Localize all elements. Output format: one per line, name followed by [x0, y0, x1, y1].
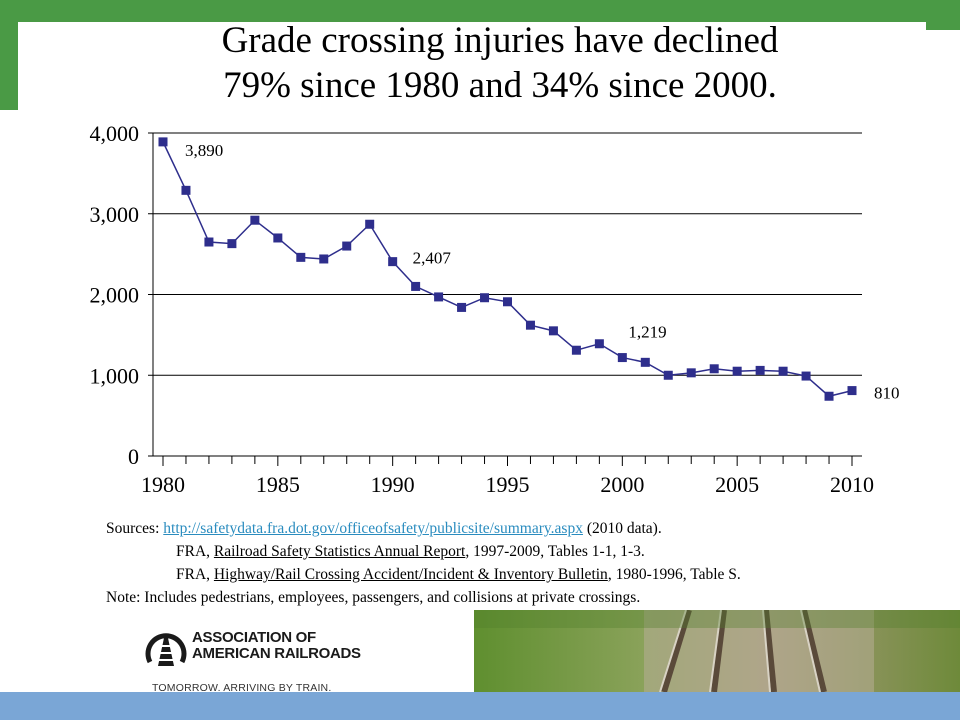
x-tick-label: 1980 — [141, 472, 185, 497]
data-point — [158, 137, 168, 147]
data-point — [411, 281, 421, 291]
sources-block: Sources: http://safetydata.fra.dot.gov/o… — [106, 517, 946, 609]
left-accent-strip — [0, 22, 18, 110]
sources-label: Sources: — [106, 520, 160, 537]
sources-line-1: Sources: http://safetydata.fra.dot.gov/o… — [106, 517, 946, 540]
data-point — [709, 364, 719, 374]
sources-line-2: FRA, Railroad Safety Statistics Annual R… — [106, 540, 946, 563]
y-tick-label: 1,000 — [90, 363, 140, 388]
report-title: Railroad Safety Statistics Annual Report — [213, 543, 466, 560]
data-point — [847, 386, 857, 396]
data-point — [778, 366, 788, 376]
data-point — [548, 326, 558, 336]
bulletin-details: , 1980-1996, Table S. — [607, 566, 741, 583]
series-line — [162, 141, 853, 398]
data-point — [480, 293, 490, 303]
source-prefix: FRA, — [176, 566, 214, 583]
data-point — [204, 237, 214, 247]
data-label: 3,890 — [185, 141, 223, 160]
data-label: 2,407 — [413, 249, 452, 268]
data-point — [388, 257, 398, 267]
data-point — [296, 252, 306, 262]
y-tick-label: 4,000 — [90, 121, 140, 146]
title-line-1: Grade crossing injuries have declined — [221, 20, 779, 61]
logo-line-2: AMERICAN RAILROADS — [192, 645, 361, 662]
data-point — [227, 239, 237, 249]
data-point — [365, 219, 375, 229]
data-label: 1,219 — [628, 323, 666, 342]
data-point — [181, 185, 191, 195]
y-tick-label: 3,000 — [90, 202, 140, 227]
logo-line-1: ASSOCIATION OF — [192, 629, 316, 646]
data-point — [686, 368, 696, 378]
y-tick-label: 2,000 — [90, 283, 140, 308]
report-details: , 1997-2009, Tables 1-1, 1-3. — [465, 543, 645, 560]
data-point — [319, 254, 329, 264]
x-tick-label: 2000 — [600, 472, 644, 497]
fra-summary-link[interactable]: http://safetydata.fra.dot.gov/officeofsa… — [163, 520, 583, 537]
data-point — [525, 320, 535, 330]
data-point — [617, 353, 627, 363]
bulletin-title: Highway/Rail Crossing Accident/Incident … — [213, 566, 608, 583]
data-point — [434, 292, 444, 302]
data-label: 810 — [874, 384, 900, 403]
slide-title: Grade crossing injuries have declined 79… — [130, 18, 870, 108]
sources-line-3: FRA, Highway/Rail Crossing Accident/Inci… — [106, 563, 946, 586]
x-tick-label: 1995 — [486, 472, 530, 497]
data-point — [732, 366, 742, 376]
source-prefix: FRA, — [176, 543, 214, 560]
title-line-2: 79% since 1980 and 34% since 2000. — [223, 65, 777, 106]
x-tick-label: 1985 — [256, 472, 300, 497]
y-tick-label: 0 — [128, 444, 139, 469]
bottom-blue-band — [0, 692, 960, 720]
injuries-line-chart: 0 1,000 2,000 3,000 4,000 1980 1985 1990 1995 200… — [90, 121, 900, 497]
x-tick-label: 1990 — [371, 472, 415, 497]
right-accent-strip — [926, 22, 960, 30]
data-point — [273, 233, 283, 243]
aar-logo: ASSOCIATION OF AMERICAN RAILROADS TOMORR… — [144, 624, 474, 694]
railroad-tracks-photo — [474, 610, 960, 692]
sources-link-suffix: (2010 data). — [582, 520, 662, 537]
data-point — [640, 357, 650, 367]
aar-emblem-icon — [145, 633, 187, 666]
data-point — [755, 365, 765, 375]
data-point — [801, 371, 811, 381]
top-accent-bar — [0, 0, 960, 22]
data-point — [503, 297, 512, 307]
tagline: TOMORROW. ARRIVING BY TRAIN. — [152, 682, 332, 694]
x-tick-label: 2005 — [715, 472, 759, 497]
x-tick-label: 2010 — [830, 472, 874, 497]
data-point — [457, 302, 467, 312]
data-point — [571, 345, 581, 355]
data-point — [342, 241, 352, 251]
footer: ASSOCIATION OF AMERICAN RAILROADS TOMORR… — [0, 610, 960, 720]
data-point — [663, 370, 673, 380]
data-point — [824, 391, 834, 401]
logo-wordmark: ASSOCIATION OF AMERICAN RAILROADS — [192, 630, 361, 662]
note-line: Note: Includes pedestrians, employees, p… — [106, 589, 641, 606]
data-point — [594, 339, 604, 349]
data-point — [250, 215, 260, 225]
